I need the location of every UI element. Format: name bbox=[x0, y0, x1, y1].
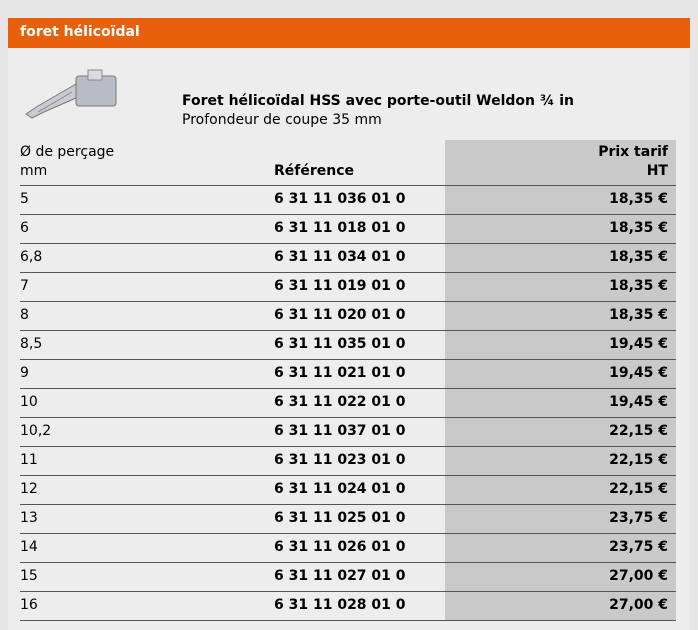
product-title: Foret hélicoïdal HSS avec porte-outil We… bbox=[182, 93, 574, 109]
diameter-cell: 5 bbox=[20, 191, 29, 207]
reference-cell: 6 31 11 028 01 0 bbox=[274, 597, 406, 613]
diameter-cell: 13 bbox=[20, 510, 38, 526]
price-cell: 22,15 € bbox=[609, 452, 668, 468]
reference-cell: 6 31 11 019 01 0 bbox=[274, 278, 406, 294]
section-title: foret hélicoïdal bbox=[20, 24, 140, 40]
row-rule bbox=[20, 504, 676, 505]
price-cell: 27,00 € bbox=[609, 597, 668, 613]
product-subtitle: Profondeur de coupe 35 mm bbox=[182, 112, 382, 128]
row-rule bbox=[20, 330, 676, 331]
row-rule bbox=[20, 620, 676, 621]
row-rule bbox=[20, 359, 676, 360]
price-cell: 18,35 € bbox=[609, 220, 668, 236]
row-rule bbox=[20, 388, 676, 389]
diameter-cell: 7 bbox=[20, 278, 29, 294]
row-rule bbox=[20, 272, 676, 273]
row-rule bbox=[20, 446, 676, 447]
reference-cell: 6 31 11 037 01 0 bbox=[274, 423, 406, 439]
reference-cell: 6 31 11 020 01 0 bbox=[274, 307, 406, 323]
drill-bit bbox=[26, 84, 76, 118]
price-cell: 23,75 € bbox=[609, 510, 668, 526]
page: foret hélicoïdal Foret hélicoïdal HSS av… bbox=[0, 0, 698, 630]
diameter-cell: 6,8 bbox=[20, 249, 42, 265]
price-cell: 19,45 € bbox=[609, 336, 668, 352]
reference-cell: 6 31 11 022 01 0 bbox=[274, 394, 406, 410]
column-header: Prix tarif bbox=[598, 144, 668, 160]
diameter-cell: 10,2 bbox=[20, 423, 51, 439]
reference-cell: 6 31 11 026 01 0 bbox=[274, 539, 406, 555]
section-bar: foret hélicoïdal bbox=[8, 18, 690, 48]
price-cell: 18,35 € bbox=[609, 307, 668, 323]
price-cell: 27,00 € bbox=[609, 568, 668, 584]
row-rule bbox=[20, 475, 676, 476]
reference-cell: 6 31 11 025 01 0 bbox=[274, 510, 406, 526]
row-rule bbox=[20, 591, 676, 592]
diameter-cell: 16 bbox=[20, 597, 38, 613]
diameter-cell: 12 bbox=[20, 481, 38, 497]
column-header: mm bbox=[20, 163, 47, 179]
diameter-cell: 11 bbox=[20, 452, 38, 468]
price-cell: 22,15 € bbox=[609, 481, 668, 497]
diameter-cell: 8 bbox=[20, 307, 29, 323]
price-cell: 19,45 € bbox=[609, 365, 668, 381]
reference-cell: 6 31 11 024 01 0 bbox=[274, 481, 406, 497]
column-header: HT bbox=[647, 163, 668, 179]
reference-cell: 6 31 11 034 01 0 bbox=[274, 249, 406, 265]
row-rule bbox=[20, 301, 676, 302]
column-header: Ø de perçage bbox=[20, 144, 114, 160]
price-cell: 23,75 € bbox=[609, 539, 668, 555]
diameter-cell: 9 bbox=[20, 365, 29, 381]
row-rule bbox=[20, 417, 676, 418]
reference-cell: 6 31 11 021 01 0 bbox=[274, 365, 406, 381]
diameter-cell: 8,5 bbox=[20, 336, 42, 352]
price-cell: 22,15 € bbox=[609, 423, 668, 439]
diameter-cell: 15 bbox=[20, 568, 38, 584]
row-rule bbox=[20, 185, 676, 186]
row-rule bbox=[20, 214, 676, 215]
reference-cell: 6 31 11 035 01 0 bbox=[274, 336, 406, 352]
reference-cell: 6 31 11 036 01 0 bbox=[274, 191, 406, 207]
diameter-cell: 14 bbox=[20, 539, 38, 555]
reference-cell: 6 31 11 023 01 0 bbox=[274, 452, 406, 468]
diameter-cell: 6 bbox=[20, 220, 29, 236]
row-rule bbox=[20, 533, 676, 534]
screw bbox=[88, 70, 102, 80]
product-image bbox=[18, 62, 128, 134]
price-cell: 19,45 € bbox=[609, 394, 668, 410]
row-rule bbox=[20, 562, 676, 563]
row-rule bbox=[20, 243, 676, 244]
price-cell: 18,35 € bbox=[609, 191, 668, 207]
price-cell: 18,35 € bbox=[609, 278, 668, 294]
reference-cell: 6 31 11 018 01 0 bbox=[274, 220, 406, 236]
diameter-cell: 10 bbox=[20, 394, 38, 410]
column-header: Référence bbox=[274, 163, 354, 179]
price-cell: 18,35 € bbox=[609, 249, 668, 265]
reference-cell: 6 31 11 027 01 0 bbox=[274, 568, 406, 584]
